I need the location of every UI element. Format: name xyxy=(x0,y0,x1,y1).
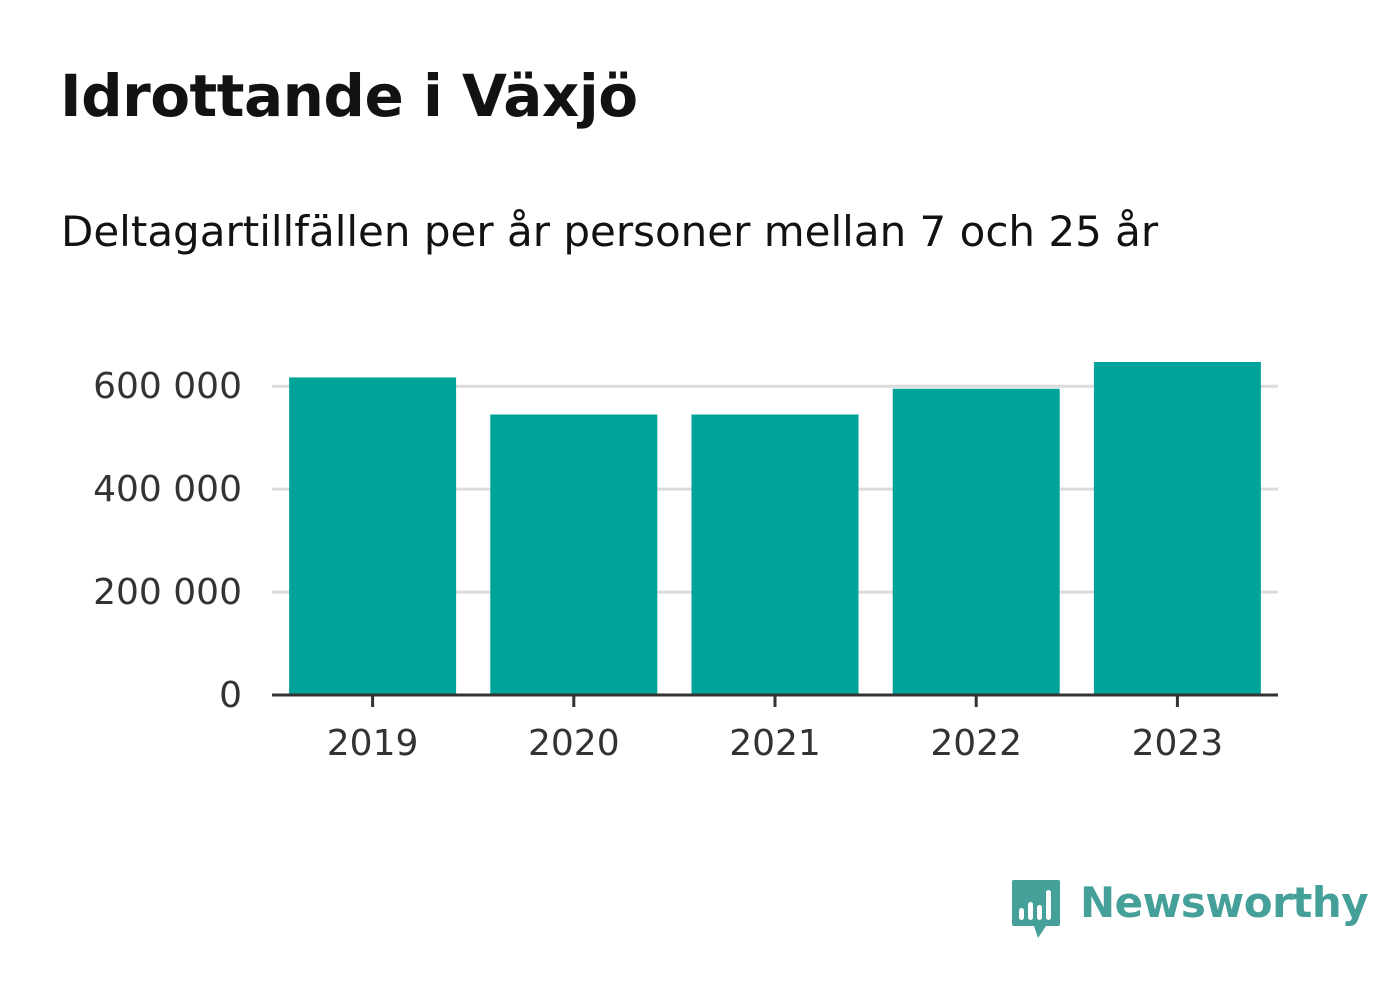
y-tick-label: 400 000 xyxy=(93,469,242,510)
bar xyxy=(490,414,658,695)
brand-logo: Newsworthy xyxy=(1010,878,1369,940)
y-tick-label: 0 xyxy=(219,675,242,716)
x-tick-label: 2023 xyxy=(1132,723,1224,764)
chart-title: Idrottande i Växjö xyxy=(60,62,638,130)
x-tick-label: 2020 xyxy=(528,723,620,764)
bar xyxy=(691,414,859,695)
newsworthy-logo-icon xyxy=(1012,880,1060,938)
x-tick-label: 2019 xyxy=(327,723,419,764)
bar xyxy=(892,388,1060,695)
y-tick-label: 200 000 xyxy=(93,572,242,613)
bar xyxy=(289,377,457,695)
y-tick-label: 600 000 xyxy=(93,366,242,407)
bar xyxy=(1093,362,1261,695)
x-tick-label: 2021 xyxy=(729,723,821,764)
brand-name: Newsworthy xyxy=(1080,878,1369,927)
x-tick-label: 2022 xyxy=(930,723,1022,764)
chart-subtitle: Deltagartillfällen per år personer mella… xyxy=(61,207,1159,256)
